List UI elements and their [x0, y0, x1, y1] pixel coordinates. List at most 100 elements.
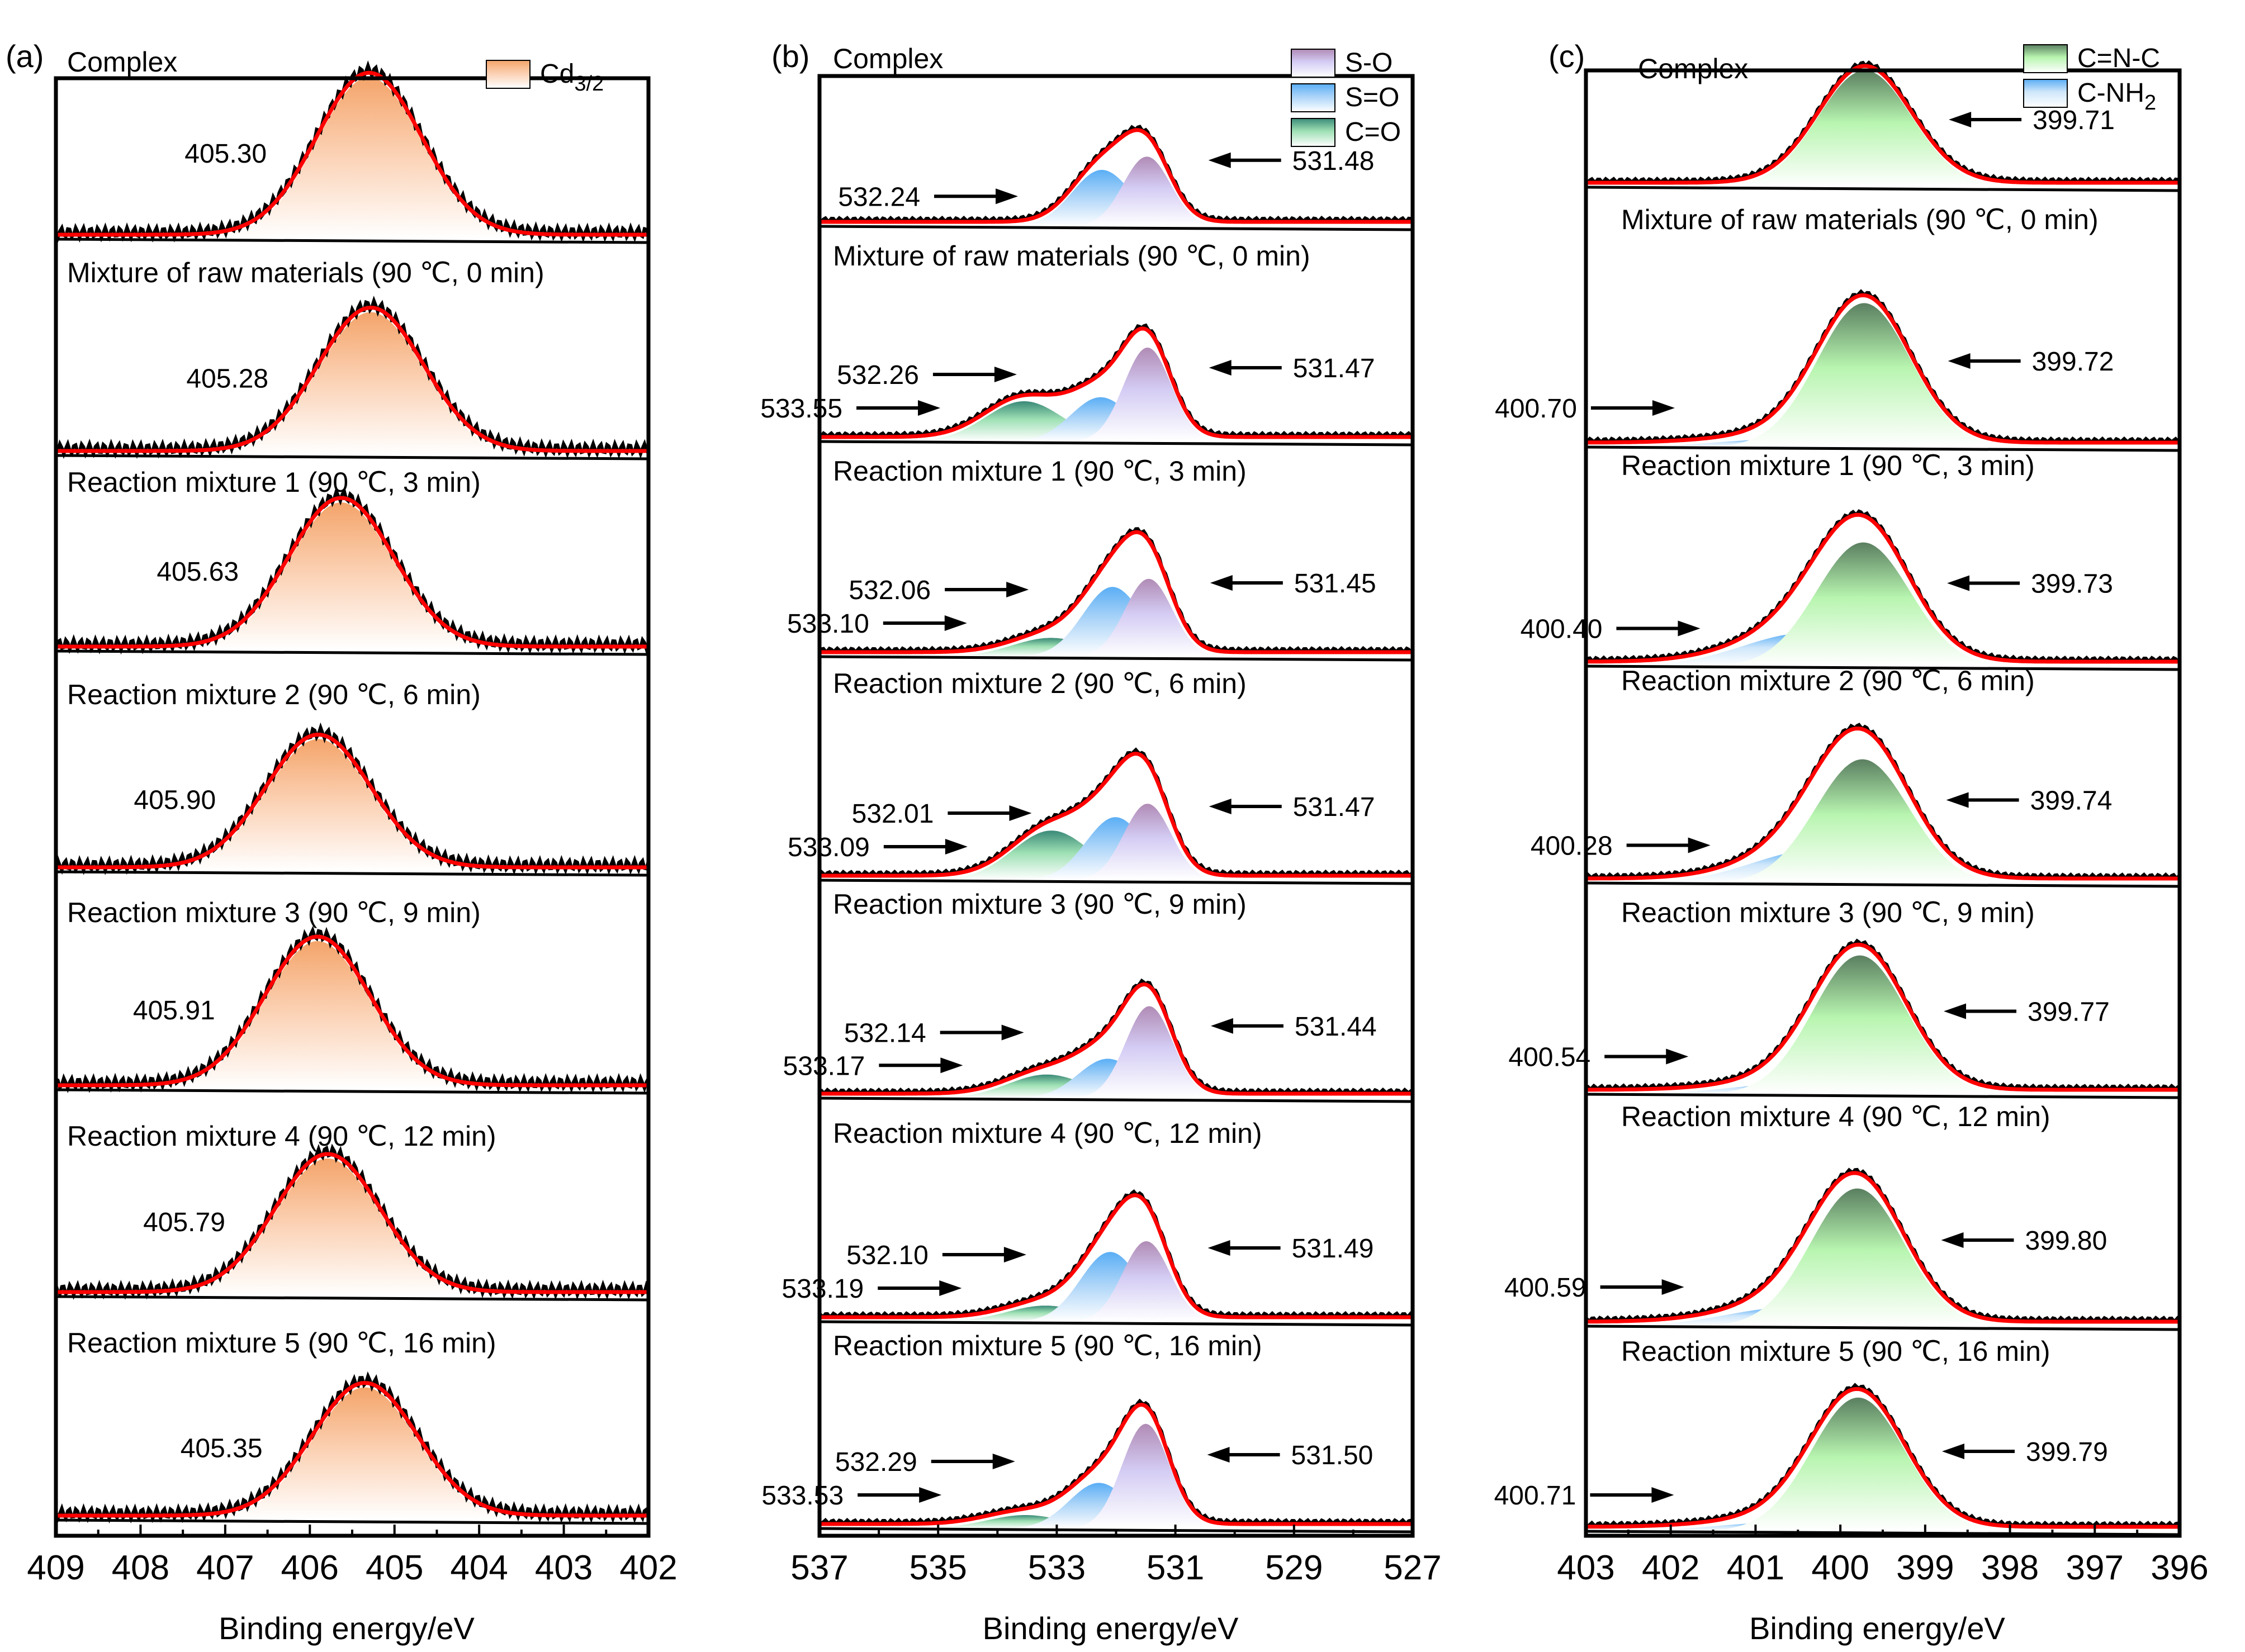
legend-swatch: [1291, 118, 1335, 147]
arrow-right-icon: [996, 188, 1019, 205]
baseline: [1585, 445, 2180, 452]
x-tick-label: 405: [366, 1549, 423, 1587]
peak-value-label: 405.30: [184, 139, 267, 169]
peak-value-label: 532.24: [838, 182, 920, 212]
arrow-left-icon: [1941, 1232, 1964, 1248]
peak-value-label: 533.53: [761, 1481, 844, 1511]
arrow-left-icon: [1948, 353, 1971, 369]
peak-value-label: 399.71: [2033, 106, 2115, 135]
arrow-left-icon: [1207, 1447, 1230, 1463]
spectrum: Reaction mixture 1 (90 ℃, 3 min) 533.10 53…: [787, 455, 1414, 662]
peak-value-label: 405.63: [157, 557, 239, 587]
spectrum-title: Reaction mixture 1 (90 ℃, 3 min): [67, 467, 481, 498]
peak-value-label: 531.44: [1295, 1012, 1377, 1042]
spectrum: Complex 532.24 531.48: [818, 43, 1414, 231]
x-tick-label: 403: [535, 1549, 593, 1587]
fit-envelope-line: [56, 1380, 648, 1518]
legend-swatch: [486, 60, 531, 89]
component-peak-cd3-2: [173, 502, 509, 651]
fit-envelope-line: [56, 70, 648, 237]
peak-value-label: 400.71: [1494, 1481, 1576, 1511]
component-peak-c-n-c: [1716, 70, 2015, 187]
peak-value-label: 532.06: [849, 576, 931, 605]
arrow-right-icon: [939, 1280, 962, 1296]
spectrum: Mixture of raw materials (90 ℃, 0 min) 40…: [54, 257, 650, 461]
arrow-right-icon: [944, 615, 967, 631]
baseline: [1585, 1093, 2180, 1099]
spectrum: Complex 405.30: [54, 46, 650, 244]
baseline: [819, 1096, 1413, 1103]
x-tick-label: 527: [1384, 1549, 1441, 1587]
x-tick-label: 537: [790, 1549, 848, 1587]
peak-value-label: 531.47: [1293, 792, 1375, 822]
component-peak-cd3-2: [201, 77, 537, 239]
arrow-left-icon: [1210, 1018, 1233, 1034]
spectrum-title: Mixture of raw materials (90 ℃, 0 min): [1621, 204, 2099, 235]
fit-envelope-line: [820, 1402, 1413, 1526]
x-tick-label: 398: [1981, 1549, 2039, 1587]
arrow-right-icon: [1001, 1024, 1024, 1041]
spectrum-title: Reaction mixture 2 (90 ℃, 6 min): [833, 668, 1247, 699]
raw-data-line: [54, 60, 650, 243]
x-tick-label: 404: [450, 1549, 508, 1587]
fit-envelope-line: [56, 496, 648, 649]
spectrum-title: Reaction mixture 1 (90 ℃, 3 min): [833, 455, 1247, 487]
x-tick-label: 535: [909, 1549, 967, 1587]
spectrum-title: Reaction mixture 5 (90 ℃, 16 min): [1621, 1336, 2050, 1367]
x-tick-label: 408: [112, 1549, 169, 1587]
peak-value-label: 400.40: [1521, 615, 1603, 644]
x-tick-label: 400: [1811, 1549, 1869, 1587]
x-axis-label: Binding energy/eV: [983, 1611, 1239, 1646]
arrow-left-icon: [1210, 575, 1233, 591]
x-tick-label: 409: [27, 1549, 84, 1587]
x-tick-label: 402: [1642, 1549, 1699, 1587]
peak-value-label: 399.72: [2032, 347, 2114, 377]
legend-swatch: [1291, 83, 1335, 112]
spectrum: Reaction mixture 2 (90 ℃, 6 min) 405.90: [54, 679, 650, 877]
spectrum-title: Reaction mixture 4 (90 ℃, 12 min): [67, 1121, 496, 1152]
arrow-left-icon: [1209, 360, 1232, 376]
arrow-right-icon: [992, 1454, 1015, 1469]
peak-value-label: 405.28: [186, 364, 268, 394]
baseline: [819, 1320, 1413, 1327]
legend-swatch: [2023, 44, 2068, 73]
spectrum: Reaction mixture 4 (90 ℃, 12 min) 400.59 3…: [1504, 1101, 2181, 1331]
fit-envelope-line: [56, 934, 648, 1088]
peak-value-label: 405.79: [143, 1208, 225, 1237]
component-peak-c-n-c: [1711, 955, 2010, 1094]
baseline: [819, 440, 1413, 447]
arrow-left-icon: [1209, 799, 1232, 814]
fit-envelope-line: [1585, 512, 2180, 664]
spectrum: Reaction mixture 4 (90 ℃, 12 min) 533.19 5…: [782, 1118, 1414, 1327]
peak-value-label: 533.09: [788, 833, 870, 862]
x-tick-label: 397: [2066, 1549, 2124, 1587]
arrow-left-icon: [1946, 792, 1969, 808]
peak-value-label: 400.28: [1531, 832, 1613, 861]
peak-value-label: 405.35: [181, 1434, 263, 1464]
arrow-left-icon: [1944, 1003, 1967, 1019]
component-peak-s-o: [1073, 578, 1225, 657]
fit-envelope-line: [820, 326, 1413, 439]
fit-envelope-line: [1586, 293, 2180, 445]
legend-label: Cd3/2: [540, 59, 604, 96]
panel-label: (a): [6, 39, 44, 74]
fit-envelope-line: [1586, 64, 2180, 185]
x-tick-label: 402: [619, 1549, 677, 1587]
baseline: [55, 1088, 649, 1095]
peak-value-label: 531.47: [1293, 354, 1375, 383]
peak-value-label: 531.49: [1292, 1234, 1374, 1264]
component-peak-s-o: [1071, 348, 1224, 441]
spectrum-title: Reaction mixture 2 (90 ℃, 6 min): [1621, 665, 2035, 696]
peak-value-label: 532.26: [837, 360, 919, 390]
x-axis-label: Binding energy/eV: [219, 1611, 475, 1646]
fit-envelope-line: [56, 305, 648, 453]
arrow-left-icon: [1942, 1444, 1965, 1459]
component-peak-cd3-2: [159, 1159, 496, 1296]
peak-value-label: 400.59: [1504, 1273, 1586, 1303]
fit-envelope-line: [56, 732, 648, 870]
arrow-right-icon: [1006, 582, 1029, 597]
spectrum-title: Complex: [67, 46, 177, 78]
component-peak-s-o: [1071, 156, 1223, 226]
peak-value-label: 532.10: [846, 1241, 929, 1270]
